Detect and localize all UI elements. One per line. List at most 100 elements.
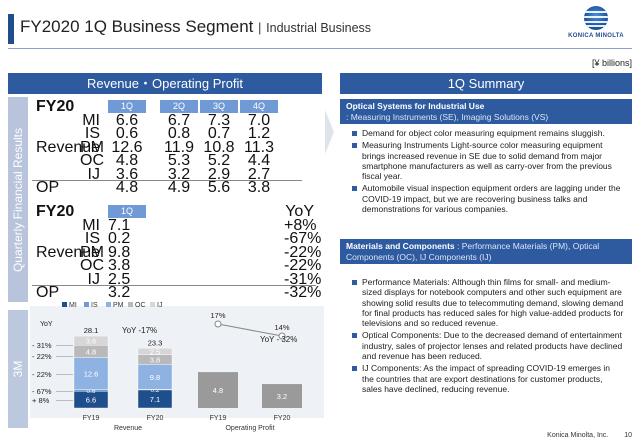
revenue-bar-ij (73, 335, 109, 346)
table1-value: 4.4 (247, 152, 271, 169)
legend-label: PM (113, 302, 124, 309)
op-bar (198, 372, 238, 408)
table1-value: 6.6 (115, 111, 139, 129)
table-rule (32, 285, 316, 286)
revenue-total-label: 28.1 (84, 326, 99, 335)
box1-title: Optical Systems for Industrial Use (346, 101, 485, 111)
table2-value: 2.5 (108, 270, 131, 288)
summary-bullet: Automobile visual inspection equipment o… (352, 183, 624, 214)
table1-code: OC (80, 152, 104, 169)
op-margin-line (217, 323, 283, 337)
op-bar (262, 384, 302, 408)
page-title: FY2020 1Q Business Segment | Industrial … (20, 17, 371, 37)
table2-code: PM (80, 243, 104, 261)
table2-yoy: -67% (284, 230, 322, 247)
table2-code: IS (84, 230, 100, 247)
table1-op-value: 3.8 (247, 179, 271, 196)
table1-q-header: 3Q (200, 100, 238, 113)
page-number: 10 (624, 432, 632, 439)
footer-company: Konica Minolta, Inc. (547, 432, 609, 439)
table1-value: 3.2 (167, 165, 191, 183)
table1-value: 0.8 (167, 125, 191, 142)
summary-bullet: Optical Components: Due to the decreased… (352, 330, 624, 361)
table1-op-value: 5.6 (207, 179, 231, 196)
op-bar-label: 4.8 (213, 386, 223, 395)
table-rule (32, 180, 302, 181)
table2-yoy: -22% (284, 257, 322, 274)
revenue-bar-pm (137, 364, 173, 390)
table1-value: 6.7 (167, 111, 191, 129)
revenue-category-label: FY20 (147, 415, 164, 422)
table2-value: 0.2 (108, 230, 131, 247)
legend-label: OC (135, 302, 146, 309)
charts-3m: MI IS PM OC IJ6.60.612.64.83.628.1FY197.10.2… (30, 302, 324, 432)
table1-value: 7.3 (207, 111, 231, 129)
table1-op-value: 4.9 (167, 179, 191, 196)
box1-sub: : Measuring Instruments (SE), Imaging So… (346, 111, 549, 122)
page-subtitle: Industrial Business (266, 21, 372, 35)
header-accent-bar (8, 14, 14, 44)
revenue-chart-title: Revenue (114, 425, 142, 432)
arrow-right-icon (325, 110, 334, 154)
summary-bullet: Demand for object color measuring equipm… (352, 128, 624, 138)
header-divider (8, 48, 632, 49)
globe-logo-icon (584, 6, 608, 30)
unit-label: [¥ billions] (591, 58, 632, 68)
revenue-yoy-header: YoY (40, 321, 53, 328)
revenue-yoy-label: - 22% (32, 370, 52, 379)
op-margin-point (214, 320, 222, 328)
table2-op-yoy: -32% (284, 284, 322, 301)
table2-value: 7.1 (108, 216, 131, 234)
table1-value: 0.7 (207, 125, 231, 142)
table1-revenue-label: Revenue (36, 138, 101, 156)
table1-value: 1.2 (247, 125, 271, 142)
table1-value: 2.9 (207, 165, 231, 183)
table2-op-value: 3.2 (108, 284, 131, 301)
op-chart-title: Operating Profit (225, 425, 274, 432)
page-title-main: FY2020 1Q Business Segment (20, 17, 254, 36)
bullets-optical: Demand for object color measuring equipm… (352, 128, 624, 216)
revenue-bar-pm (73, 357, 109, 390)
table1-code: MI (82, 111, 100, 129)
revenue-bar-label: 6.6 (86, 396, 96, 405)
revenue-yoy-label: - 22% (32, 352, 52, 361)
legend-swatch (106, 302, 111, 307)
revenue-yoy-label: + 8% (32, 396, 50, 405)
table1-year: FY20 (36, 98, 75, 115)
table1-value: 7.0 (247, 111, 271, 129)
table1-value: 5.2 (207, 152, 231, 169)
table1-value: 0.6 (115, 125, 139, 142)
op-margin-label: 14% (274, 323, 289, 332)
table1-value: 11.3 (244, 138, 274, 156)
table1-q-header: 2Q (160, 100, 198, 113)
op-bar-label: 3.2 (277, 392, 287, 401)
summary-bullet: IJ Components: As the impact of spreadin… (352, 363, 624, 394)
revenue-bar-label: 3.8 (150, 356, 160, 365)
legend-swatch (150, 302, 155, 307)
table2-value: 3.8 (108, 257, 131, 274)
company-logo: KONICA MINOLTA (558, 6, 634, 46)
table1-value: 5.3 (167, 152, 191, 169)
revenue-yoy-label: - 31% (32, 341, 52, 350)
table1-q-header: 1Q (108, 100, 146, 113)
title-separator: | (258, 21, 262, 35)
op-margin-label: 17% (210, 311, 225, 320)
box2-title: Materials and Components (346, 241, 455, 251)
table2-year: FY20 (36, 203, 75, 220)
op-category-label: FY19 (210, 415, 227, 422)
revenue-op-heading: Revenue・Operating Profit (8, 73, 322, 94)
table2-revenue-label: Revenue (36, 243, 101, 261)
table2-code: IJ (87, 270, 100, 288)
table2-yoy-header: YoY (285, 203, 314, 220)
op-category-label: FY20 (274, 415, 291, 422)
revenue-bar-label: 3.6 (86, 337, 96, 346)
summary-box-optical: Optical Systems for Industrial Use : Mea… (340, 99, 632, 124)
op-margin-point (278, 332, 286, 340)
legend-swatch (128, 302, 133, 307)
table1-value: 10.8 (203, 138, 235, 156)
revenue-bar-ij (137, 348, 173, 355)
footer: Konica Minolta, Inc. 10 (547, 432, 632, 439)
logo-wordmark: KONICA MINOLTA (568, 33, 624, 39)
table1-value: 2.7 (247, 165, 271, 183)
table1-code: IS (84, 125, 100, 142)
